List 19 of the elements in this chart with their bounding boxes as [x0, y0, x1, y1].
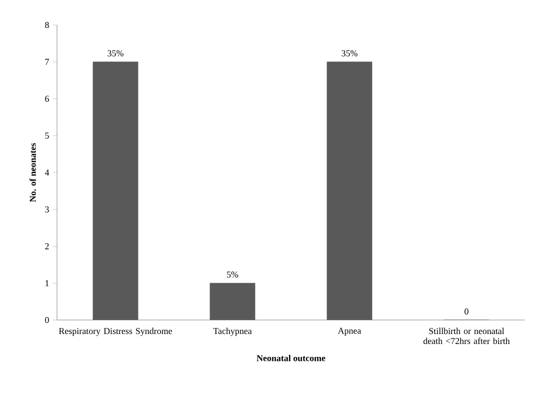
annotation: 0: [464, 308, 468, 314]
annotation: 5%: [227, 272, 238, 278]
annotation: 35%: [342, 50, 358, 56]
y-axis-title: No. of neonates: [29, 143, 36, 202]
x-tick-label: Tachypnea: [213, 328, 252, 336]
x-tick-label: Apnea: [338, 328, 362, 336]
y-tick-label: 6: [45, 96, 49, 102]
y-tick-label: 8: [45, 22, 49, 28]
x-axis-title: Neonatal outcome: [256, 354, 326, 362]
y-tick-label: 0: [45, 316, 49, 324]
y-tick-label: 5: [45, 132, 49, 139]
x-tick-label: Respiratory Distress Syndrome: [58, 328, 172, 336]
annotation: 35%: [108, 50, 124, 56]
y-tick-label: 7: [45, 58, 49, 65]
y-tick-label: 2: [45, 243, 49, 250]
x-tick-label: Stillbirth or neonatal death <72hrs after birth: [423, 328, 510, 344]
y-tick-label: 1: [46, 280, 49, 286]
y-tick-label: 3: [45, 206, 49, 212]
y-tick-label: 4: [44, 170, 50, 176]
